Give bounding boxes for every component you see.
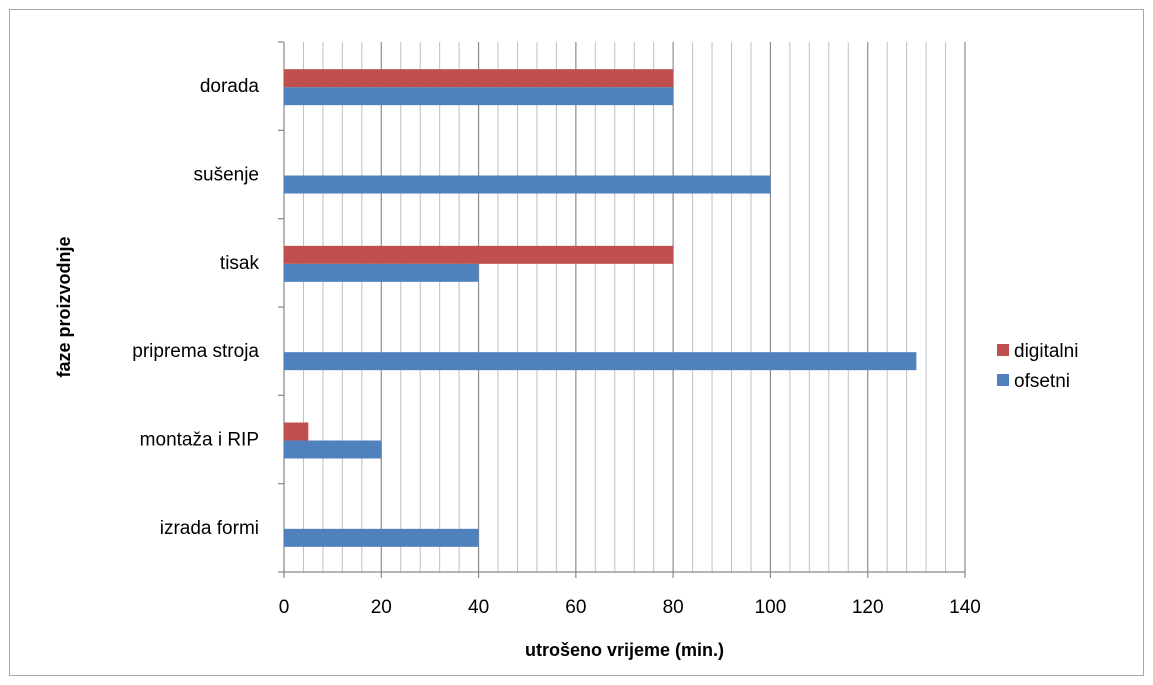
x-tick-label: 100	[755, 597, 787, 618]
y-tick-label: tisak	[220, 253, 260, 274]
x-tick-label: 60	[565, 597, 586, 618]
y-tick-label: priprema stroja	[132, 341, 259, 362]
y-tick-label: izrada formi	[160, 518, 259, 539]
y-tick-label: dorada	[200, 76, 260, 97]
bar-digitalni	[284, 245, 674, 264]
legend-label-digitalni: digitalni	[1014, 341, 1078, 362]
x-tick-label: 120	[852, 597, 884, 618]
bar-digitalni	[284, 422, 309, 441]
legend-swatch-ofsetni	[997, 374, 1009, 386]
x-tick-label: 140	[949, 597, 981, 618]
chart-frame	[9, 9, 1144, 676]
x-tick-label: 80	[663, 597, 684, 618]
x-tick-label: 20	[371, 597, 392, 618]
x-tick-label: 40	[468, 597, 489, 618]
bar-ofsetni	[284, 175, 771, 194]
bar-ofsetni	[284, 440, 382, 459]
y-axis-title: faze proizvodnje	[54, 236, 74, 377]
x-tick-label: 0	[279, 597, 290, 618]
bar-digitalni	[284, 69, 674, 88]
bar-ofsetni	[284, 87, 674, 106]
legend-label-ofsetni: ofsetni	[1014, 371, 1070, 392]
bar-ofsetni	[284, 263, 479, 282]
bar-ofsetni	[284, 528, 479, 547]
y-tick-label: sušenje	[194, 165, 260, 186]
y-tick-label: montaža i RIP	[140, 430, 259, 451]
legend-swatch-digitalni	[997, 344, 1009, 356]
x-axis-title: utrošeno vrijeme (min.)	[525, 640, 724, 660]
bar-ofsetni	[284, 352, 917, 371]
